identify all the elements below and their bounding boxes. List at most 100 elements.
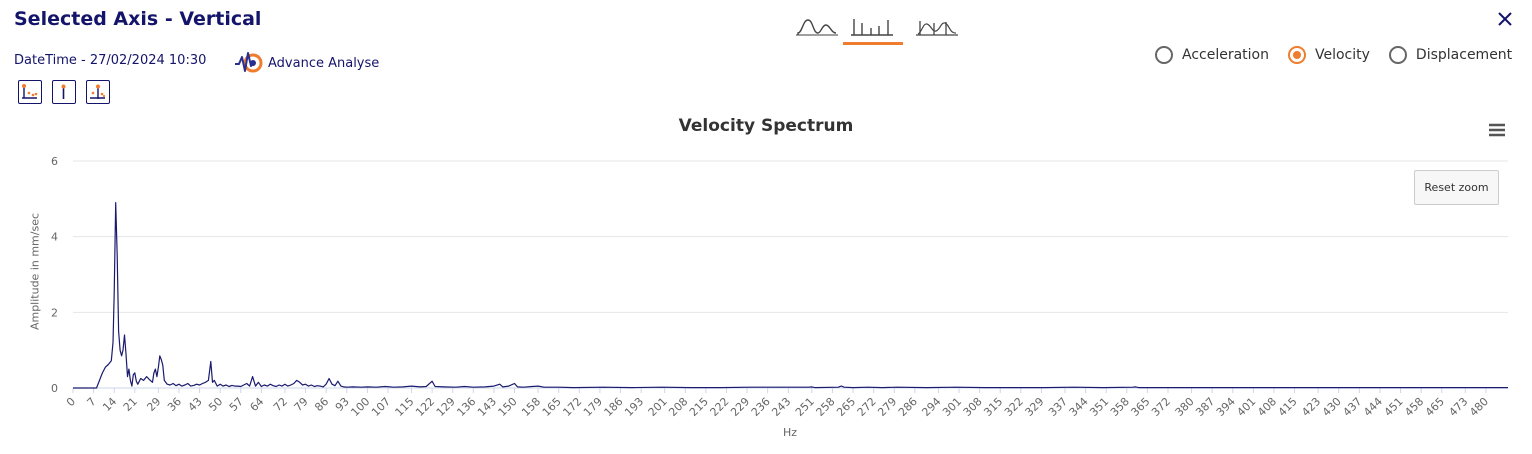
tab-waveform[interactable] xyxy=(790,12,850,44)
chart-title: Velocity Spectrum xyxy=(678,116,854,136)
x-tick-label: 29 xyxy=(144,395,163,414)
x-tick-label: 265 xyxy=(834,395,858,419)
x-tick-label: 337 xyxy=(1046,395,1070,419)
advance-analyse-icon xyxy=(235,52,263,73)
x-tick-label: 122 xyxy=(413,395,437,419)
x-tick-label: 208 xyxy=(666,395,690,419)
x-tick-label: 72 xyxy=(271,395,290,414)
single-cursor-icon xyxy=(61,84,66,99)
x-tick-label: 358 xyxy=(1108,395,1132,419)
measurement-type-radio-group: Acceleration Velocity Displacement xyxy=(1155,46,1531,64)
y-tick-label: 4 xyxy=(51,231,58,244)
x-tick-label: 64 xyxy=(247,395,266,414)
x-tick-label: 286 xyxy=(896,395,920,419)
spectrum-icon xyxy=(851,19,893,36)
x-tick-label: 465 xyxy=(1423,395,1447,419)
x-tick-label: 372 xyxy=(1149,395,1173,419)
radio-displacement-label[interactable]: Displacement xyxy=(1415,47,1513,63)
x-tick-label: 165 xyxy=(540,395,564,419)
x-tick-label: 308 xyxy=(961,395,985,419)
y-tick-label: 6 xyxy=(51,155,58,168)
x-tick-label: 344 xyxy=(1067,395,1091,419)
reset-zoom-button[interactable]: Reset zoom xyxy=(1414,170,1499,205)
x-tick-label: 79 xyxy=(292,395,311,414)
radio-velocity[interactable]: Velocity xyxy=(1288,46,1370,64)
radio-acceleration-circle[interactable] xyxy=(1155,46,1173,64)
advance-analyse-link[interactable]: Advance Analyse xyxy=(234,50,379,76)
y-tick-label: 2 xyxy=(51,306,58,319)
x-tick-label: 172 xyxy=(560,395,584,419)
harmonic-cursor-icon xyxy=(90,84,106,99)
x-tick-label: 158 xyxy=(519,395,543,419)
x-tick-label: 143 xyxy=(475,395,499,419)
x-tick-label: 258 xyxy=(814,395,838,419)
x-tick-label: 236 xyxy=(749,395,773,419)
x-tick-label: 222 xyxy=(708,395,732,419)
x-tick-label: 415 xyxy=(1276,395,1300,419)
radio-velocity-label[interactable]: Velocity xyxy=(1315,47,1370,63)
tab-overlay[interactable] xyxy=(910,12,970,44)
x-tick-label: 437 xyxy=(1340,395,1364,419)
overlay-icon xyxy=(916,21,958,36)
radio-acceleration[interactable]: Acceleration xyxy=(1155,46,1269,64)
y-tick-label: 0 xyxy=(51,382,58,395)
x-tick-label: 351 xyxy=(1087,395,1111,419)
radio-velocity-circle[interactable] xyxy=(1288,46,1306,64)
x-tick-label: 136 xyxy=(454,395,478,419)
x-tick-label: 100 xyxy=(348,395,372,419)
x-tick-label: 387 xyxy=(1193,395,1217,419)
y-axis-label: Amplitude in mm/sec xyxy=(28,212,42,331)
x-tick-label: 229 xyxy=(728,395,752,419)
x-tick-label: 329 xyxy=(1023,395,1047,419)
radio-acceleration-label[interactable]: Acceleration xyxy=(1182,47,1269,63)
view-tabs xyxy=(790,12,970,48)
x-tick-label: 115 xyxy=(393,395,417,419)
advance-analyse-label: Advance Analyse xyxy=(268,55,380,71)
x-tick-label: 50 xyxy=(206,395,225,414)
x-tick-label: 322 xyxy=(1002,395,1026,419)
harmonic-cursor-button[interactable] xyxy=(86,80,110,104)
series-line xyxy=(73,202,1508,389)
x-tick-label: 86 xyxy=(312,395,331,414)
x-tick-label: 480 xyxy=(1467,395,1491,419)
close-icon[interactable] xyxy=(1494,8,1516,30)
x-tick-label: 193 xyxy=(622,395,646,419)
x-tick-label: 365 xyxy=(1128,395,1152,419)
x-tick-label: 458 xyxy=(1402,395,1426,419)
x-tick-label: 315 xyxy=(981,395,1005,419)
x-tick-label: 215 xyxy=(687,395,711,419)
hamburger-menu-icon[interactable] xyxy=(1485,120,1509,140)
x-tick-label: 201 xyxy=(646,395,670,419)
single-cursor-button[interactable] xyxy=(52,80,76,104)
x-tick-label: 394 xyxy=(1214,395,1238,419)
x-tick-label: 408 xyxy=(1255,395,1279,419)
radio-displacement[interactable]: Displacement xyxy=(1388,46,1513,64)
x-tick-label: 279 xyxy=(875,395,899,419)
marker-peaks-icon xyxy=(22,84,38,99)
x-tick-label: 43 xyxy=(186,395,205,414)
x-tick-label: 150 xyxy=(496,395,520,419)
radio-displacement-circle[interactable] xyxy=(1388,46,1407,64)
x-tick-label: 272 xyxy=(855,395,879,419)
marker-peaks-button[interactable] xyxy=(18,80,42,104)
x-tick-label: 129 xyxy=(434,395,458,419)
waveform-icon xyxy=(796,19,838,36)
x-tick-label: 294 xyxy=(919,395,943,419)
x-tick-label: 36 xyxy=(165,395,184,414)
x-tick-label: 430 xyxy=(1320,395,1344,419)
x-tick-label: 473 xyxy=(1446,395,1470,419)
x-tick-label: 7 xyxy=(85,395,99,409)
page-title: Selected Axis - Vertical xyxy=(14,8,262,30)
x-tick-label: 380 xyxy=(1173,395,1197,419)
x-tick-label: 186 xyxy=(602,395,626,419)
x-tick-label: 423 xyxy=(1299,395,1323,419)
x-tick-label: 301 xyxy=(940,395,964,419)
datetime-label: DateTime - 27/02/2024 10:30 xyxy=(14,53,207,68)
x-tick-label: 0 xyxy=(64,395,78,409)
cursor-toolbar xyxy=(18,80,110,104)
x-tick-label: 57 xyxy=(227,395,246,414)
tab-spectrum[interactable] xyxy=(843,12,903,45)
x-tick-label: 21 xyxy=(121,395,140,414)
x-tick-label: 451 xyxy=(1382,395,1406,419)
